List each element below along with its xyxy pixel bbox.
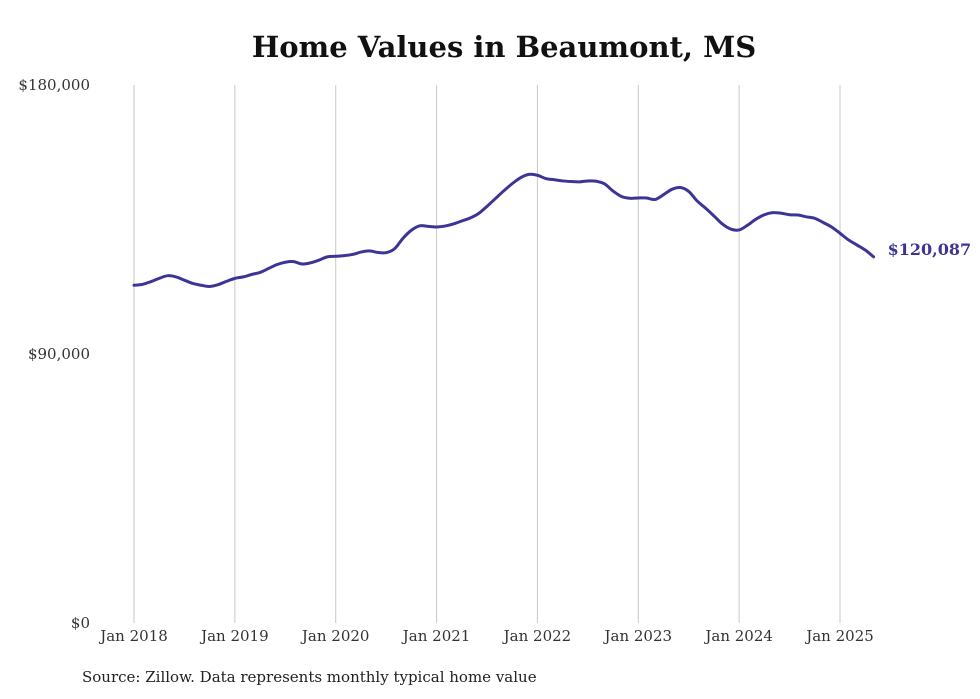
source-note: Source: Zillow. Data represents monthly … (82, 668, 537, 686)
x-tick-label: Jan 2019 (199, 627, 269, 645)
y-tick-label: $180,000 (18, 76, 90, 94)
end-value-label: $120,087 (888, 240, 972, 259)
y-tick-label: $90,000 (28, 345, 90, 363)
x-tick-label: Jan 2023 (603, 627, 673, 645)
series-line (132, 172, 876, 288)
x-tick-label: Jan 2025 (804, 627, 874, 645)
x-tick-label: Jan 2020 (300, 627, 370, 645)
x-axis-ticks: Jan 2018 Jan 2019 Jan 2020 Jan 2021 Jan 2022… (98, 627, 874, 645)
x-tick-label: Jan 2018 (98, 627, 168, 645)
line-layer (132, 172, 876, 288)
x-tick-label: Jan 2021 (401, 627, 471, 645)
y-axis-ticks: $0 $90,000 $180,000 (18, 76, 90, 632)
x-tick-label: Jan 2022 (502, 627, 572, 645)
grid-layer (133, 85, 841, 623)
x-tick-label: Jan 2024 (703, 627, 773, 645)
chart-title: Home Values in Beaumont, MS (251, 30, 757, 64)
label-layer: $120,087 (888, 240, 972, 259)
y-tick-label: $0 (71, 614, 90, 632)
